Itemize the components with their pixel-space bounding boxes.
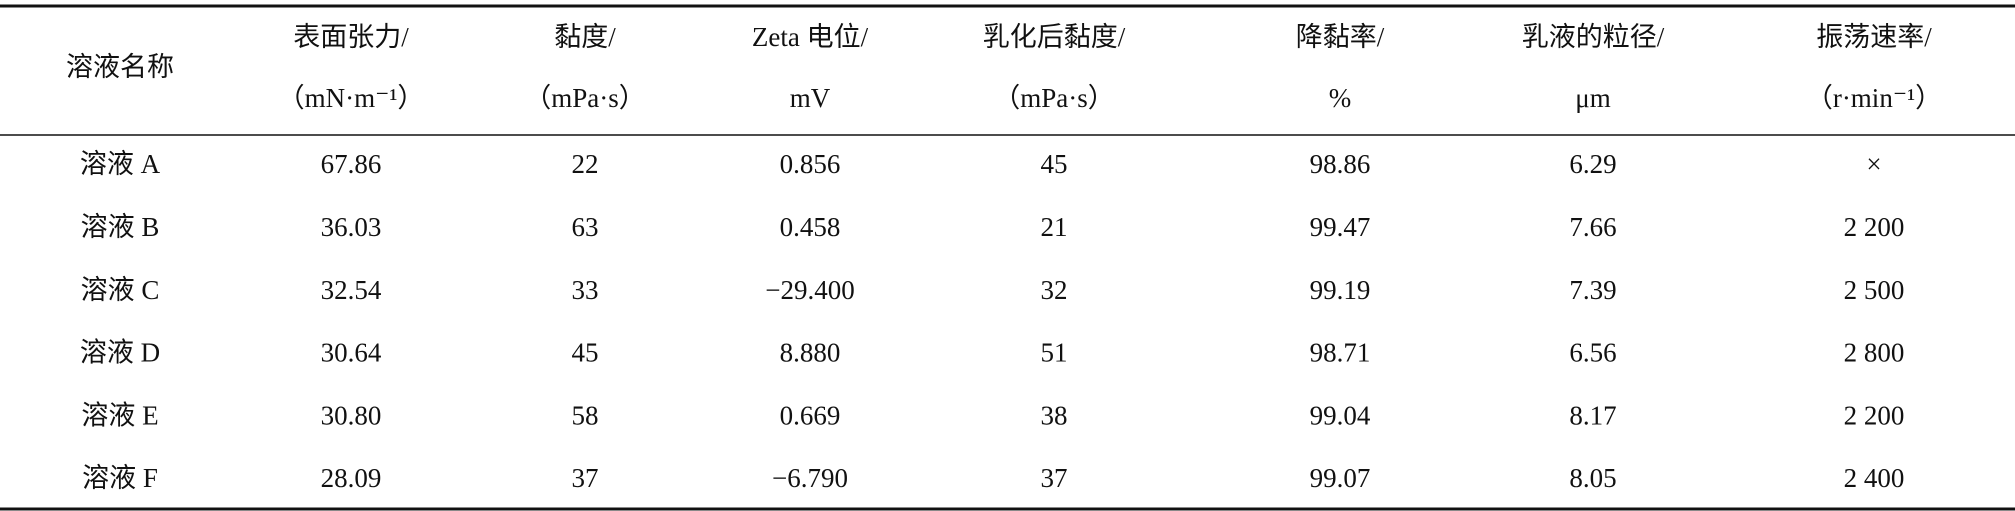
- table-cell: 45: [572, 338, 599, 368]
- table-cell: −6.790: [772, 463, 848, 493]
- table-cell: 8.17: [1569, 400, 1616, 430]
- header-cell: 乳液的粒径/: [1522, 22, 1665, 52]
- header-cell: Zeta 电位/: [752, 22, 869, 52]
- table-cell: 7.39: [1569, 275, 1616, 305]
- table-cell: 36.03: [321, 212, 382, 242]
- row-label: 溶液 C: [81, 275, 160, 305]
- table-cell: 32.54: [321, 275, 382, 305]
- table-cell: 98.71: [1310, 338, 1371, 368]
- header-cell: mV: [790, 83, 831, 113]
- table-cell: 0.856: [780, 149, 841, 179]
- table-cell: 67.86: [321, 149, 382, 179]
- header-cell: （r·min⁻¹）: [1806, 83, 1942, 113]
- table-cell: 2 500: [1844, 275, 1905, 305]
- table-cell: 38: [1041, 400, 1068, 430]
- table-cell: 8.05: [1569, 463, 1616, 493]
- table-cell: 2 800: [1844, 338, 1905, 368]
- table-cell: 99.07: [1310, 463, 1371, 493]
- header-cell: 溶液名称: [66, 52, 174, 82]
- table-cell: 21: [1041, 212, 1068, 242]
- header-cell: 乳化后黏度/: [983, 22, 1126, 52]
- table-cell: 63: [572, 212, 599, 242]
- table-cell: 99.04: [1310, 400, 1371, 430]
- table-cell: 58: [572, 400, 599, 430]
- table-cell: 7.66: [1569, 212, 1616, 242]
- table-cell: 37: [572, 463, 599, 493]
- header-cell: μm: [1575, 83, 1610, 113]
- header-cell: 黏度/: [554, 22, 616, 52]
- table-cell: ×: [1866, 149, 1881, 179]
- header-cell: （mN·m⁻¹）: [278, 83, 425, 113]
- table-cell: 33: [572, 275, 599, 305]
- row-label: 溶液 B: [81, 212, 160, 242]
- row-label: 溶液 E: [81, 400, 158, 430]
- header-cell: %: [1329, 83, 1352, 113]
- table-cell: 28.09: [321, 463, 382, 493]
- table-cell: 2 400: [1844, 463, 1905, 493]
- table-cell: 6.29: [1569, 149, 1616, 179]
- table-cell: 51: [1041, 338, 1068, 368]
- table-cell: 0.669: [780, 400, 841, 430]
- table-cell: 98.86: [1310, 149, 1371, 179]
- table-cell: 37: [1041, 463, 1068, 493]
- table-cell: 2 200: [1844, 400, 1905, 430]
- table-cell: 30.80: [321, 400, 382, 430]
- header-cell: 振荡速率/: [1816, 22, 1932, 52]
- table-cell: 30.64: [321, 338, 382, 368]
- table-cell: −29.400: [765, 275, 854, 305]
- table-cell: 0.458: [780, 212, 841, 242]
- table-cell: 99.19: [1310, 275, 1371, 305]
- table-cell: 2 200: [1844, 212, 1905, 242]
- header-cell: 降黏率/: [1296, 22, 1385, 52]
- row-label: 溶液 A: [80, 149, 161, 179]
- table-cell: 22: [572, 149, 599, 179]
- row-label: 溶液 D: [80, 338, 160, 368]
- table-cell: 6.56: [1569, 338, 1616, 368]
- table-cell: 99.47: [1310, 212, 1371, 242]
- row-label: 溶液 F: [82, 463, 158, 493]
- table-cell: 8.880: [780, 338, 841, 368]
- header-cell: （mPa·s）: [993, 83, 1115, 113]
- table-cell: 45: [1041, 149, 1068, 179]
- table-cell: 32: [1041, 275, 1068, 305]
- header-cell: （mPa·s）: [524, 83, 646, 113]
- header-cell: 表面张力/: [293, 22, 409, 52]
